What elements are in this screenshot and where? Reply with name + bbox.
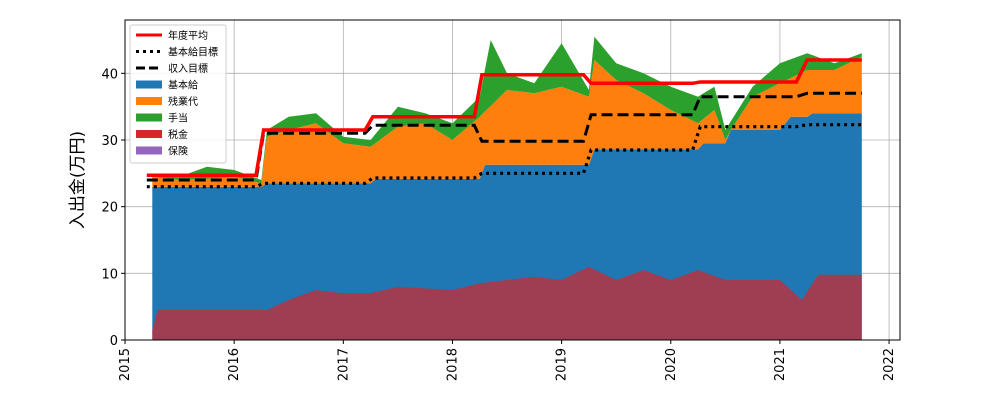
legend-label: 基本給目標 (168, 46, 218, 59)
x-tick-label: 2021 (773, 348, 788, 381)
x-tick-label: 2018 (445, 348, 460, 381)
legend-label: 税金 (168, 128, 188, 141)
legend-label: 保険 (168, 145, 188, 158)
legend-label: 手当 (168, 112, 188, 125)
legend-label: 年度平均 (168, 29, 208, 42)
x-tick-label: 2015 (118, 348, 133, 381)
y-tick-label: 30 (101, 134, 118, 149)
y-tick-label: 0 (110, 334, 118, 349)
legend-entry-kihonkyu_goal: 基本給目標 (136, 46, 218, 59)
legend-entry-zangyodai: 残業代 (136, 95, 198, 108)
legend-entry-nendo_heikin: 年度平均 (136, 29, 208, 42)
y-tick-label: 10 (101, 267, 118, 282)
x-tick-label: 2016 (227, 348, 242, 381)
y-axis-label: 入出金(万円) (68, 131, 88, 229)
area-zangyodai (152, 56, 862, 187)
x-tick-label: 2017 (336, 348, 351, 381)
area-zeikin (152, 266, 862, 340)
legend-entry-zeikin: 税金 (136, 128, 188, 141)
legend-swatch (136, 130, 162, 138)
legend-label: 残業代 (168, 95, 198, 108)
legend-box (129, 24, 227, 164)
plot-frame (124, 19, 901, 341)
line-layer (146, 58, 862, 189)
y-tick-label: 20 (101, 201, 118, 216)
area-teate (152, 36, 862, 184)
legend-swatch (136, 113, 162, 122)
legend-entry-shunyu_goal: 収入目標 (136, 62, 208, 75)
legend-swatch (136, 146, 162, 155)
legend-entry-teate: 手当 (136, 112, 188, 125)
legend-swatch (136, 97, 162, 105)
line-shunyu-goal (146, 91, 862, 182)
legend-entry-kihonkyu: 基本給 (136, 79, 198, 92)
y-tick-label: 40 (101, 67, 118, 82)
legend-entry-hoken: 保険 (136, 145, 188, 158)
legend-label: 基本給 (168, 79, 198, 92)
x-tick-label: 2020 (664, 348, 679, 381)
tick-layer: 2015 2016 2017 2018 2019 2020 2021 2022 0 10 20 30 4… (101, 67, 897, 381)
line-nendo-heikin (146, 58, 862, 178)
legend-label: 収入目標 (168, 62, 208, 75)
area-layer (152, 36, 862, 340)
x-tick-label: 2022 (882, 348, 897, 381)
line-kihonkyu-goal (146, 123, 862, 189)
legend-swatch (136, 80, 162, 89)
x-tick-label: 2019 (555, 348, 570, 381)
